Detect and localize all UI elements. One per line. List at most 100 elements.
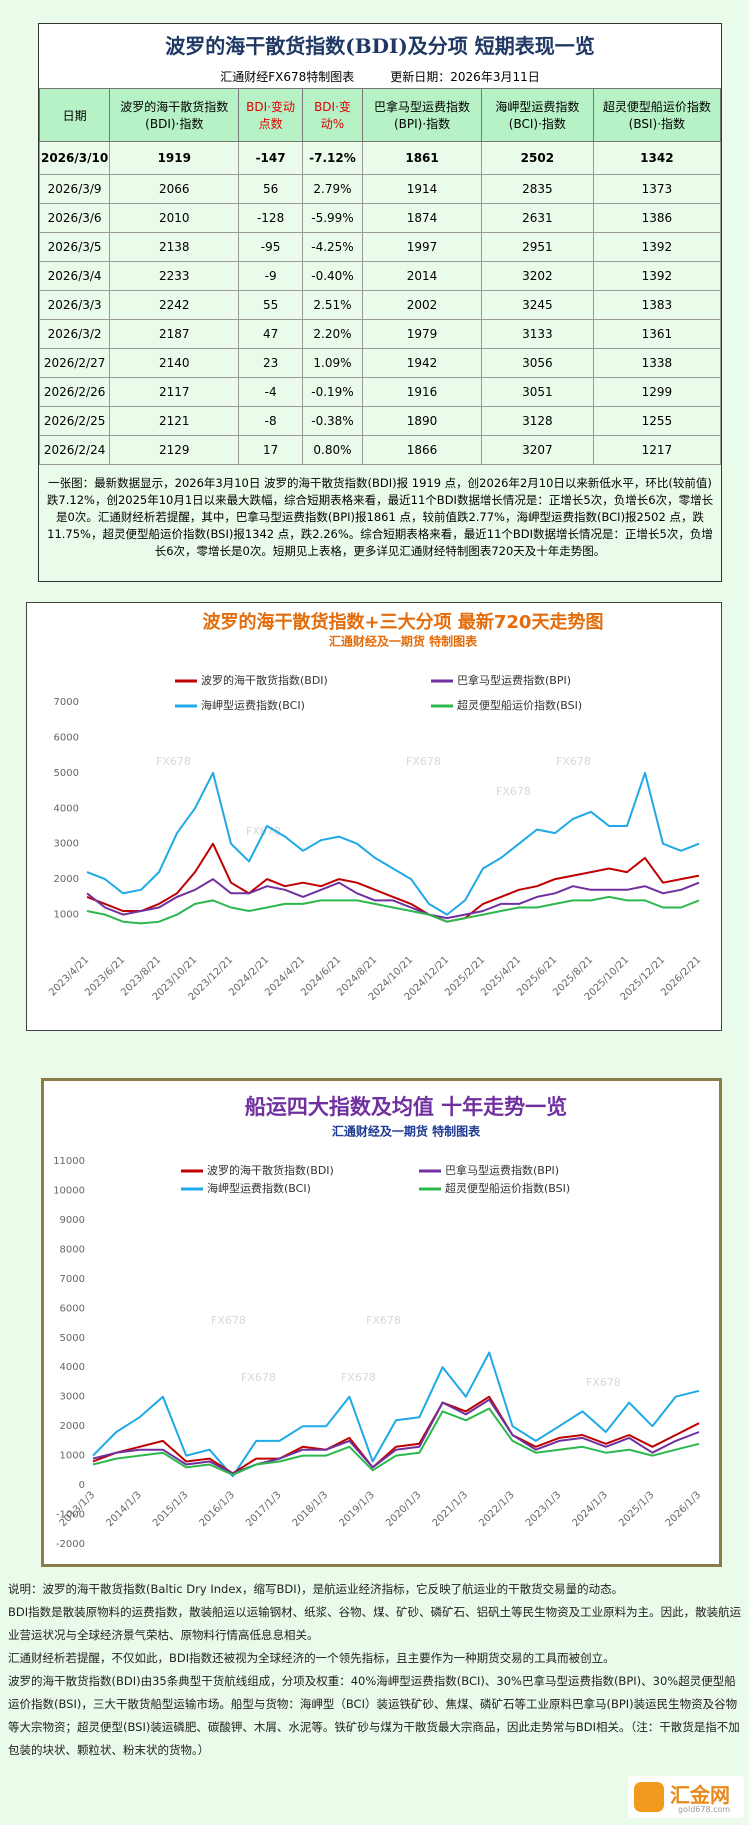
series-line <box>86 895 700 925</box>
series-line <box>86 842 700 923</box>
y-tick-label: 6000 <box>54 732 79 743</box>
table-title: 波罗的海干散货指数(BDI)及分项 短期表现一览 <box>39 24 721 68</box>
updated: 更新日期：2026年3月11日 <box>390 70 540 84</box>
cell: 55 <box>238 290 303 320</box>
table-row: 2026/3/6 2010 -128 -5.99% 1874 2631 1386 <box>38 203 722 233</box>
y-tick-label: 5000 <box>54 768 79 779</box>
cell: -7.12% <box>301 141 364 175</box>
y-tick-label: 0 <box>79 1480 85 1491</box>
table-row: 2026/3/3 2242 55 2.51% 2002 3245 1383 <box>38 290 722 320</box>
cell: 2066 <box>109 174 240 204</box>
y-tick-label: -1000 <box>56 1510 85 1521</box>
chart-subtitle: 汇通财经及一期货 特制图表 <box>329 634 478 649</box>
logo: 汇金网 gold678.com <box>628 1776 744 1818</box>
series-line <box>92 1407 700 1476</box>
legend-label: 超灵便型船运价指数(BSI) <box>457 698 582 712</box>
cell: 3245 <box>481 290 594 320</box>
cell: 1874 <box>362 203 483 233</box>
table-row: 2026/2/26 2117 -4 -0.19% 1916 3051 1299 <box>38 377 722 407</box>
cell: 1861 <box>362 141 483 175</box>
column-header: 波罗的海干散货指数(BDI)·指数 <box>109 88 240 142</box>
cell: -5.99% <box>301 203 364 233</box>
cell: 1392 <box>592 261 722 291</box>
y-tick-label: 4000 <box>60 1362 85 1373</box>
watermark: FX678 <box>406 755 441 768</box>
cell: 1979 <box>362 319 483 349</box>
cell: 0.80% <box>301 435 364 465</box>
cell: 2.20% <box>301 319 364 349</box>
chart-title: 船运四大指数及均值 十年走势一览 <box>245 1095 567 1119</box>
cell: 3207 <box>481 435 594 465</box>
legend-label: 超灵便型船运价指数(BSI) <box>445 1181 570 1195</box>
cell: -9 <box>238 261 303 291</box>
table-subtitle: 汇通财经FX678特制图表 更新日期：2026年3月11日 <box>39 68 721 88</box>
cell: 2233 <box>109 261 240 291</box>
chart-frame <box>26 602 722 1031</box>
column-header: 海岬型运费指数(BCI)·指数 <box>481 88 594 142</box>
cell: 1.09% <box>301 348 364 378</box>
table-row: 2026/3/4 2233 -9 -0.40% 2014 3202 1392 <box>38 261 722 291</box>
cell: 1299 <box>592 377 722 407</box>
note: 波罗的海干散货指数(BDI)由35条典型干货航线组成，分项及权重：40%海岬型运… <box>8 1674 740 1757</box>
cell: 1942 <box>362 348 483 378</box>
cell: 2026/2/25 <box>38 406 111 436</box>
cell: 3202 <box>481 261 594 291</box>
cell: 2026/2/26 <box>38 377 111 407</box>
cell: 1386 <box>592 203 722 233</box>
y-tick-label: 10000 <box>53 1185 85 1196</box>
cell: 3051 <box>481 377 594 407</box>
table-row: 2026/2/24 2129 17 0.80% 1866 3207 1217 <box>38 435 722 465</box>
series-line <box>86 878 700 920</box>
note: 汇通财经析若提醒，不仅如此，BDI指数还被视为全球经济的一个领先指标，且主要作为… <box>8 1651 615 1665</box>
column-header: 超灵便型船运价指数(BSI)·指数 <box>592 88 722 142</box>
cell: 2121 <box>109 406 240 436</box>
cell: 1217 <box>592 435 722 465</box>
y-tick-label: 8000 <box>60 1244 85 1255</box>
cell: 1919 <box>109 141 240 175</box>
cell: 2026/3/10 <box>38 141 111 175</box>
watermark: FX678 <box>586 1376 621 1389</box>
data-table: 日期 波罗的海干散货指数(BDI)·指数 BDI·变动点数 BDI·变动% 巴拿马型运费… <box>38 88 722 465</box>
y-tick-label: 3000 <box>60 1392 85 1403</box>
watermark: FX678 <box>211 1314 246 1327</box>
cell: 1997 <box>362 232 483 262</box>
note: BDI指数是散装原物料的运费指数，散装船运以运输钢材、纸浆、谷物、煤、矿砂、磷矿… <box>8 1605 742 1642</box>
cell: 3133 <box>481 319 594 349</box>
watermark: FX678 <box>241 1371 276 1384</box>
watermark: FX678 <box>156 755 191 768</box>
header-row: 日期 波罗的海干散货指数(BDI)·指数 BDI·变动点数 BDI·变动% 巴拿马型运费… <box>38 88 722 142</box>
logo-icon <box>634 1782 664 1812</box>
watermark: FX678 <box>496 785 531 798</box>
y-tick-label: 2000 <box>60 1421 85 1432</box>
cell: 3056 <box>481 348 594 378</box>
table-row: 2026/2/25 2121 -8 -0.38% 1890 3128 1255 <box>38 406 722 436</box>
logo-site: gold678.com <box>678 1805 731 1814</box>
y-tick-label: 11000 <box>53 1156 85 1167</box>
cell: 1255 <box>592 406 722 436</box>
cell: -128 <box>238 203 303 233</box>
y-tick-label: 7000 <box>54 697 79 708</box>
column-header: BDI·变动% <box>301 88 364 142</box>
cell: 1914 <box>362 174 483 204</box>
cell: -0.38% <box>301 406 364 436</box>
y-tick-label: 1000 <box>54 910 79 921</box>
chart-subtitle: 汇通财经及一期货 特制图表 <box>332 1124 481 1139</box>
cell: 2026/3/5 <box>38 232 111 262</box>
y-tick-label: 4000 <box>54 803 79 814</box>
cell: 56 <box>238 174 303 204</box>
watermark: FX678 <box>341 1371 376 1384</box>
chart-frame <box>41 1078 722 1567</box>
cell: -4.25% <box>301 232 364 262</box>
series-line <box>92 1351 700 1478</box>
cell: 1342 <box>592 141 722 175</box>
cell: 2002 <box>362 290 483 320</box>
legend-label: 巴拿马型运费指数(BPI) <box>445 1163 559 1177</box>
series-line <box>86 771 700 916</box>
cell: -147 <box>238 141 303 175</box>
y-tick-label: -2000 <box>56 1539 85 1550</box>
cell: -8 <box>238 406 303 436</box>
y-tick-label: 9000 <box>60 1215 85 1226</box>
cell: 1338 <box>592 348 722 378</box>
